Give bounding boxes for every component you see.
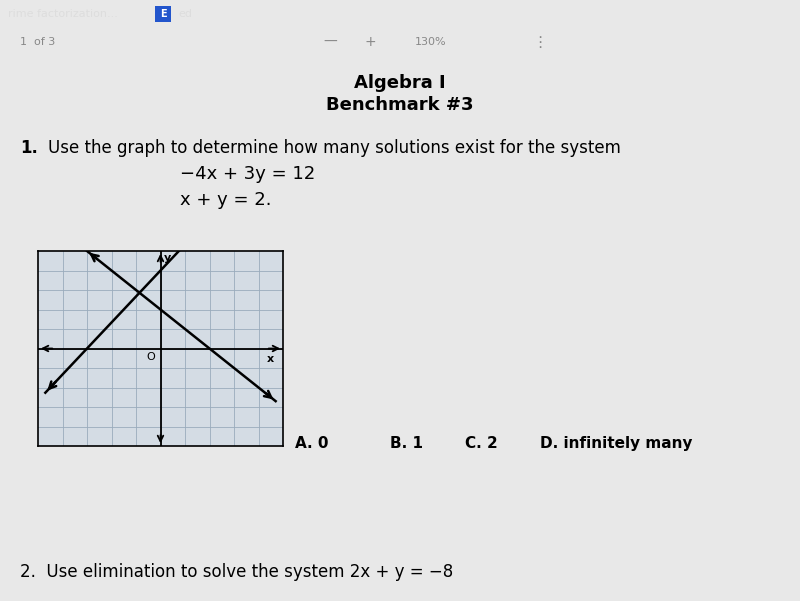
Text: B. 1: B. 1 bbox=[390, 436, 423, 451]
Text: rime factorization...: rime factorization... bbox=[8, 9, 118, 19]
Text: O: O bbox=[146, 352, 155, 362]
Text: 130%: 130% bbox=[415, 37, 446, 47]
Text: −4x + 3y = 12: −4x + 3y = 12 bbox=[180, 165, 315, 183]
Text: ed: ed bbox=[178, 9, 192, 19]
Text: A. 0: A. 0 bbox=[295, 436, 329, 451]
Text: C. 2: C. 2 bbox=[465, 436, 498, 451]
Text: D. infinitely many: D. infinitely many bbox=[540, 436, 693, 451]
Text: E: E bbox=[160, 9, 166, 19]
Text: x + y = 2.: x + y = 2. bbox=[180, 191, 271, 209]
Text: y: y bbox=[164, 253, 171, 263]
Text: —: — bbox=[323, 35, 337, 49]
Text: +: + bbox=[364, 35, 376, 49]
Text: 2.  Use elimination to solve the system 2x + y = −8: 2. Use elimination to solve the system 2… bbox=[20, 563, 454, 581]
Text: ⋮: ⋮ bbox=[532, 34, 548, 49]
Text: Benchmark #3: Benchmark #3 bbox=[326, 96, 474, 114]
Text: 1.: 1. bbox=[20, 139, 38, 157]
Text: x: x bbox=[267, 354, 274, 364]
Bar bbox=[155, 6, 171, 22]
Text: Use the graph to determine how many solutions exist for the system: Use the graph to determine how many solu… bbox=[48, 139, 621, 157]
Text: 1  of 3: 1 of 3 bbox=[20, 37, 55, 47]
Text: Algebra I: Algebra I bbox=[354, 74, 446, 92]
